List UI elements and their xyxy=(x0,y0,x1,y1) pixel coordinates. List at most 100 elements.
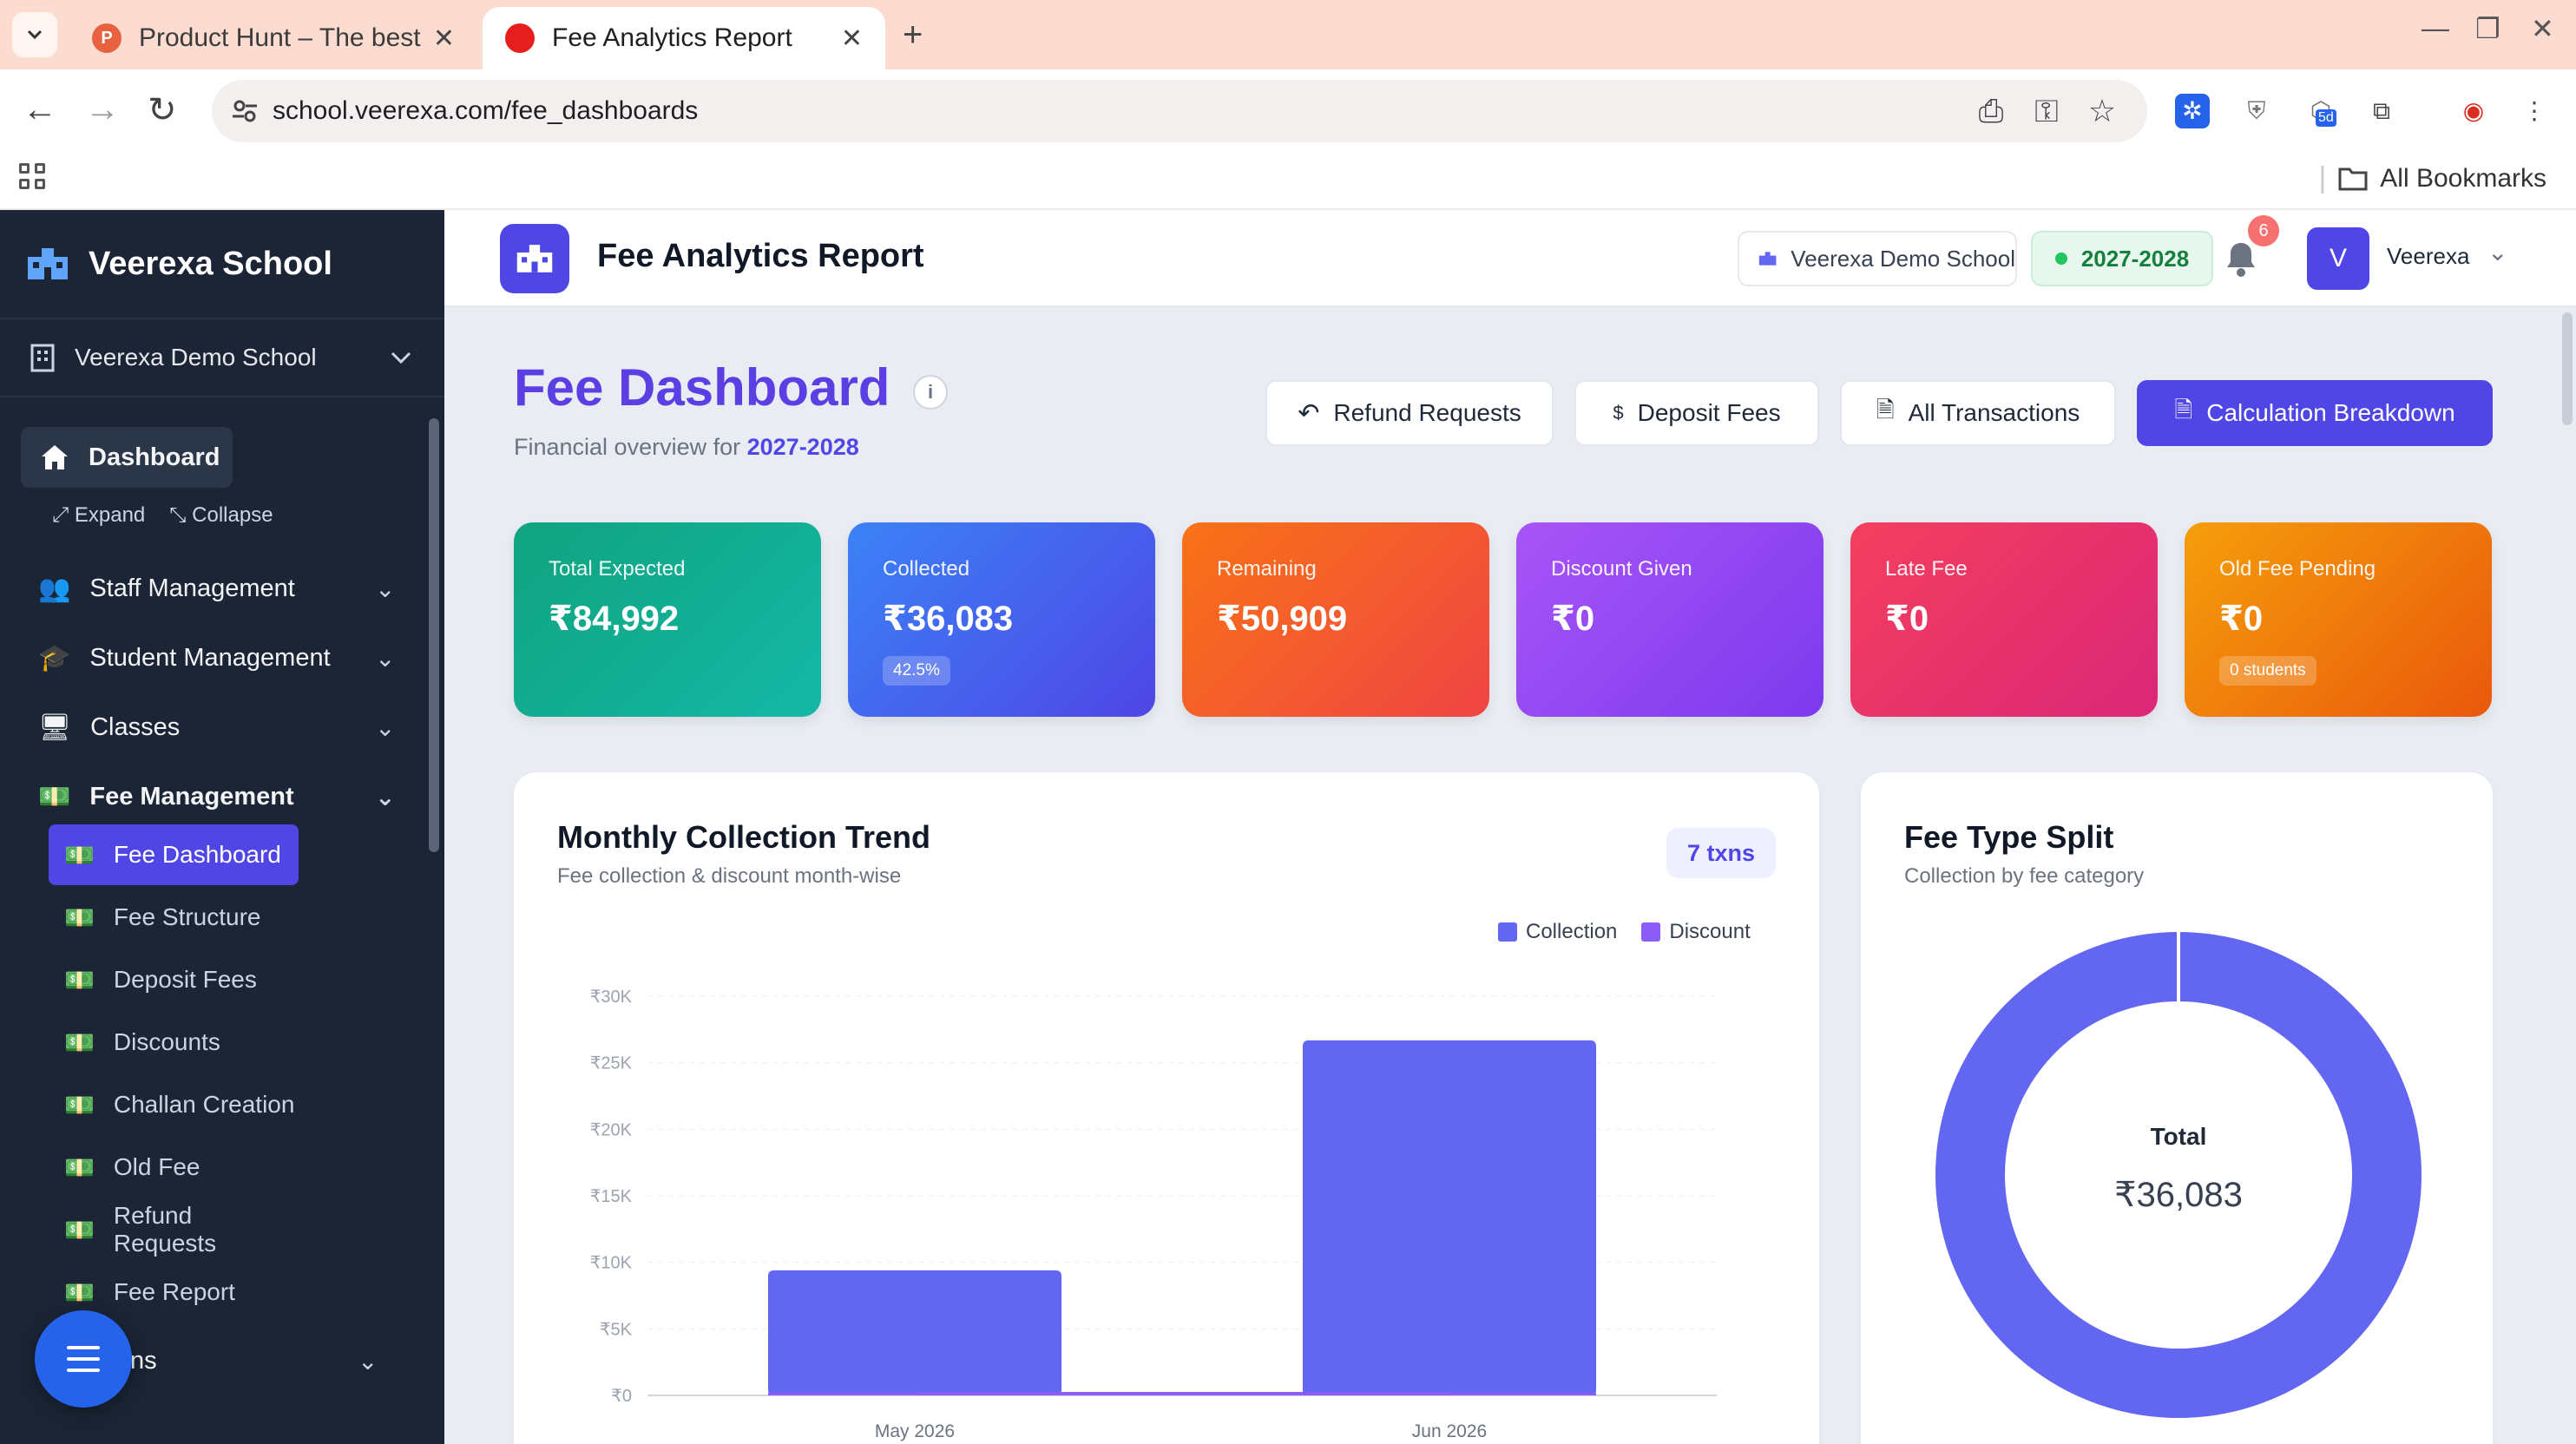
app-header: Fee Analytics Report Veerexa Demo School… xyxy=(444,210,2576,307)
sidebar-item-deposit-fees[interactable]: 💵 Deposit Fees xyxy=(49,949,299,1010)
floating-menu-button[interactable] xyxy=(35,1310,132,1408)
sidebar-item-old-fee[interactable]: 💵 Old Fee xyxy=(49,1137,299,1198)
deposit-fees-button[interactable]: $ Deposit Fees xyxy=(1574,380,1819,446)
all-bookmarks-button[interactable]: | All Bookmarks xyxy=(2318,161,2546,194)
address-bar[interactable]: school.veerexa.com/fee_dashboards ⎙ ⚿ ☆ xyxy=(212,80,2147,142)
sidebar-item-challan-creation[interactable]: 💵 Challan Creation xyxy=(49,1074,299,1135)
y-tick-label: ₹10K xyxy=(590,1254,633,1273)
all-transactions-button[interactable]: 🗎 All Transactions xyxy=(1840,380,2116,446)
info-icon[interactable]: i xyxy=(913,375,948,410)
sidebar-group-label: Classes xyxy=(90,712,181,741)
sidebar-item-discounts[interactable]: 💵 Discounts xyxy=(49,1012,299,1073)
sidebar-group-fee-management[interactable]: 💵 Fee Management ⌄ xyxy=(38,771,395,823)
chevron-down-icon: ⌄ xyxy=(375,713,396,741)
legend-item-collection[interactable]: Collection xyxy=(1498,920,1617,944)
bookmark-star-icon[interactable]: ☆ xyxy=(2087,93,2117,128)
fee-type-donut-chart xyxy=(1935,930,2422,1418)
profile-icon[interactable]: ◉ xyxy=(2462,97,2485,124)
reload-icon[interactable]: ↻ xyxy=(148,91,177,129)
bell-icon[interactable] xyxy=(2224,240,2258,278)
sidebar-group-label: Fee Management xyxy=(89,782,294,811)
sidebar-group-partial[interactable]: ns ⌄ xyxy=(130,1335,378,1387)
chevron-down-icon[interactable]: ⌄ xyxy=(2487,239,2508,266)
y-tick-label: ₹30K xyxy=(590,988,633,1007)
chart-legend: Collection Discount xyxy=(1498,920,1751,944)
brand-name: Veerexa School xyxy=(89,245,332,282)
sidebar-group-label: ns xyxy=(130,1346,157,1375)
expand-all-button[interactable]: ⤢ Expand xyxy=(52,503,146,527)
site-info-tune-icon[interactable] xyxy=(231,97,259,125)
sidebar-group-classes[interactable]: 🖥 Classes ⌄ xyxy=(38,701,395,753)
collapse-all-button[interactable]: ⤡ Collapse xyxy=(169,503,273,527)
bar-collection[interactable] xyxy=(768,1270,1061,1395)
install-app-icon[interactable]: ⎙ xyxy=(1978,93,2004,128)
money-icon: 💵 xyxy=(64,966,95,994)
money-icon: 💵 xyxy=(64,1028,95,1056)
tab-fee-analytics[interactable]: Fee Analytics Report ✕ xyxy=(483,7,885,69)
legend-item-discount[interactable]: Discount xyxy=(1641,920,1751,944)
sidebar-item-dashboard[interactable]: Dashboard xyxy=(21,427,233,488)
expand-collapse-controls: ⤢ Expand ⤡ Collapse xyxy=(52,503,273,528)
user-name[interactable]: Veerexa xyxy=(2387,243,2470,269)
sidebar: Veerexa School Veerexa Demo School Dashb… xyxy=(0,210,444,1444)
back-arrow-icon[interactable]: ← xyxy=(23,90,57,128)
extension-shield-icon[interactable]: ⛨ xyxy=(2247,97,2266,124)
student-icon: 🎓 xyxy=(38,643,71,673)
sidebar-item-fee-report[interactable]: 💵 Fee Report xyxy=(49,1262,299,1323)
new-tab-plus-icon[interactable]: + xyxy=(903,16,923,54)
extensions-puzzle-icon[interactable]: ⧉ xyxy=(2373,97,2390,124)
header-title: Fee Analytics Report xyxy=(597,238,924,274)
sidebar-brand[interactable]: Veerexa School xyxy=(0,210,444,319)
collected-percent-badge: 42.5% xyxy=(883,656,950,686)
stat-label: Late Fee xyxy=(1885,557,1968,581)
app-logo-icon xyxy=(500,224,569,293)
sidebar-item-fee-dashboard[interactable]: 💵 Fee Dashboard xyxy=(49,824,299,885)
sidebar-group-staff-management[interactable]: 👥 Staff Management ⌄ xyxy=(38,562,395,614)
bar-collection[interactable] xyxy=(1303,1040,1596,1395)
minimize-window-icon[interactable]: — xyxy=(2422,12,2449,43)
sidebar-group-student-management[interactable]: 🎓 Student Management ⌄ xyxy=(38,632,395,684)
extension-gear-icon[interactable]: ✲ xyxy=(2175,94,2210,128)
page-title: Fee Dashboard xyxy=(514,358,890,417)
restore-window-icon[interactable]: ❐ xyxy=(2475,13,2500,44)
sidebar-scrollbar[interactable] xyxy=(429,418,439,852)
stat-value: ₹50,909 xyxy=(1217,600,1348,638)
browser-tab-strip: P Product Hunt – The best ✕ Fee Analytic… xyxy=(0,0,2576,69)
main-scrollbar[interactable] xyxy=(2562,312,2573,425)
tab-product-hunt[interactable]: P Product Hunt – The best ✕ xyxy=(69,7,477,69)
page-subtitle: Financial overview for 2027-2028 xyxy=(514,434,859,461)
header-school-selector[interactable]: Veerexa Demo School xyxy=(1738,231,2017,286)
close-tab-icon[interactable]: ✕ xyxy=(840,23,863,53)
chevron-down-icon: ⌄ xyxy=(358,1347,378,1375)
legend-label: Collection xyxy=(1526,920,1618,943)
password-key-icon[interactable]: ⚿ xyxy=(2034,93,2059,128)
legend-label: Discount xyxy=(1669,920,1751,943)
split-card-title: Fee Type Split xyxy=(1904,819,2114,855)
browser-menu-icon[interactable]: ⋮ xyxy=(2522,97,2546,124)
stat-card-remaining: Remaining ₹50,909 xyxy=(1182,522,1489,717)
tab-search-button[interactable] xyxy=(12,12,57,57)
all-bookmarks-label: All Bookmarks xyxy=(2380,163,2546,193)
close-tab-icon[interactable]: ✕ xyxy=(432,23,455,53)
subtitle-year: 2027-2028 xyxy=(746,434,859,460)
calculation-breakdown-button[interactable]: 🗎 Calculation Breakdown xyxy=(2137,380,2493,446)
close-window-icon[interactable]: ✕ xyxy=(2531,13,2554,44)
money-icon: 💵 xyxy=(64,1091,95,1119)
forward-arrow-icon[interactable]: → xyxy=(85,90,120,128)
stat-label: Total Expected xyxy=(549,557,686,581)
sidebar-item-fee-structure[interactable]: 💵 Fee Structure xyxy=(49,887,299,948)
product-hunt-favicon-icon: P xyxy=(92,23,122,53)
academic-year-badge[interactable]: 2027-2028 xyxy=(2031,231,2213,286)
chevron-down-icon xyxy=(391,351,411,364)
avatar[interactable]: V xyxy=(2307,227,2369,290)
x-tick-label: May 2026 xyxy=(875,1421,955,1441)
refund-requests-button[interactable]: ↶ Refund Requests xyxy=(1265,380,1554,446)
sidebar-item-refund-requests[interactable]: 💵 Refund Requests xyxy=(49,1199,299,1260)
stat-card-collected: Collected ₹36,083 42.5% xyxy=(848,522,1155,717)
stat-card-old-fee-pending: Old Fee Pending ₹0 0 students xyxy=(2185,522,2492,717)
school-selector[interactable]: Veerexa Demo School xyxy=(0,319,444,397)
extension-badge-icon[interactable]: ⬡5d xyxy=(2303,94,2338,128)
apps-grid-icon[interactable] xyxy=(19,163,45,189)
sidebar-item-label: Fee Structure xyxy=(113,903,261,930)
trend-card-title: Monthly Collection Trend xyxy=(557,819,930,855)
